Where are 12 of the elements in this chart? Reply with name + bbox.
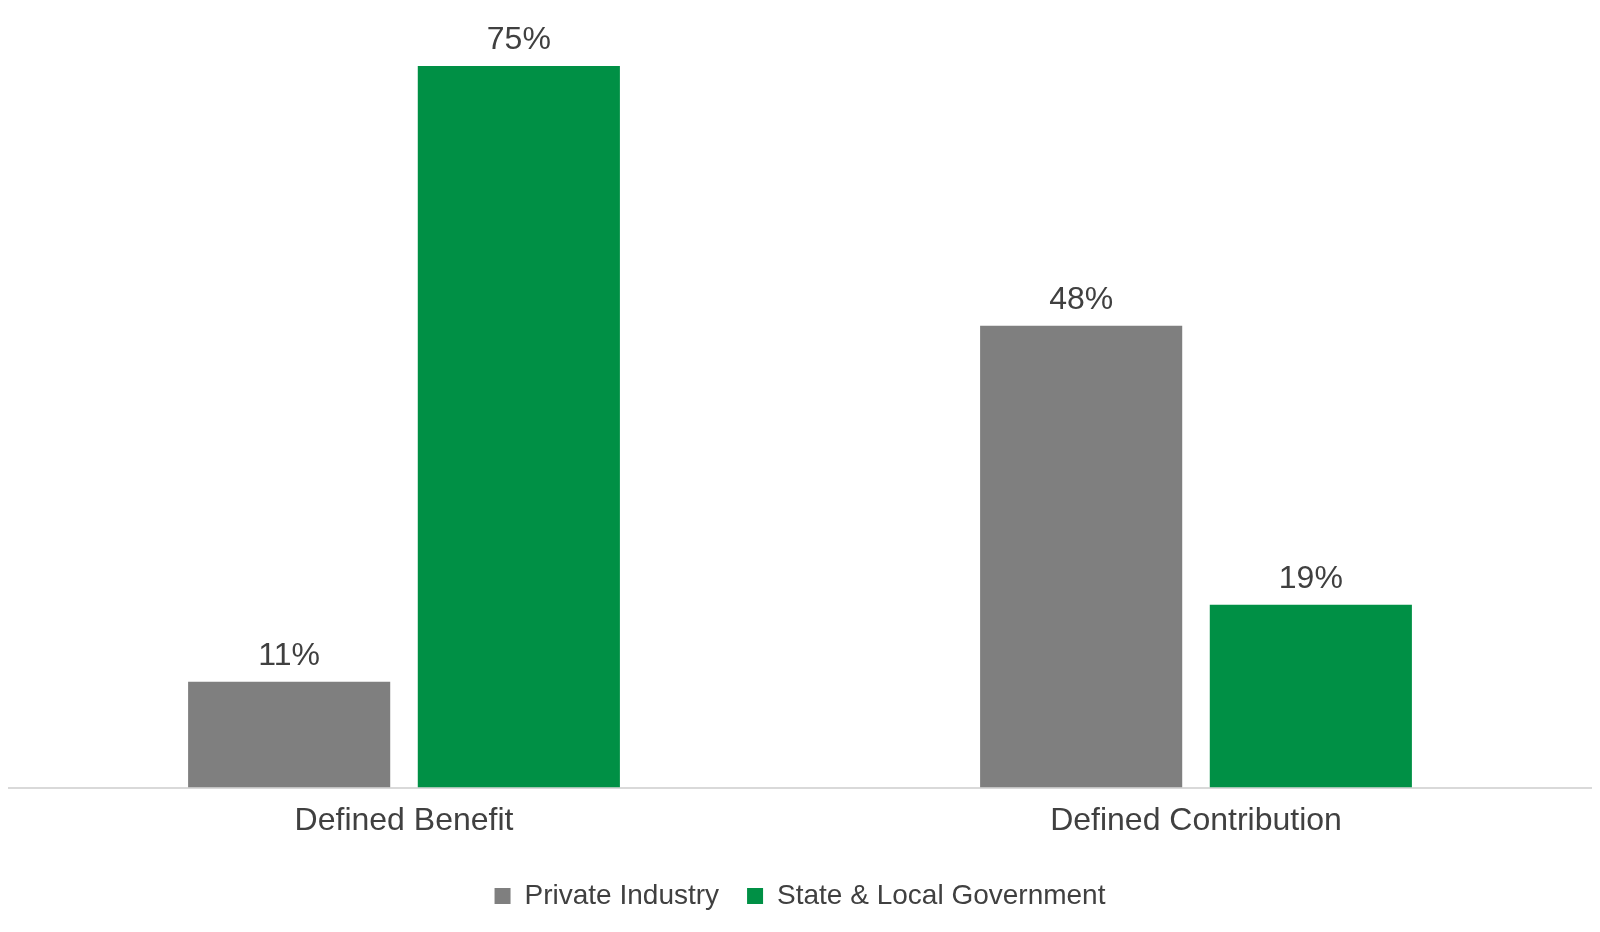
bar xyxy=(417,66,620,788)
bar xyxy=(980,325,1183,788)
data-label: 48% xyxy=(1049,279,1114,316)
data-label: 11% xyxy=(258,635,320,672)
data-label: 75% xyxy=(486,19,551,56)
data-label: 19% xyxy=(1278,558,1343,595)
x-tick-label: Defined Contribution xyxy=(1050,800,1342,837)
bar xyxy=(188,681,391,788)
bar xyxy=(1209,604,1412,788)
x-tick-label: Defined Benefit xyxy=(294,800,514,837)
legend-label: State & Local Government xyxy=(777,878,1106,910)
legend-label: Private Industry xyxy=(524,878,720,910)
